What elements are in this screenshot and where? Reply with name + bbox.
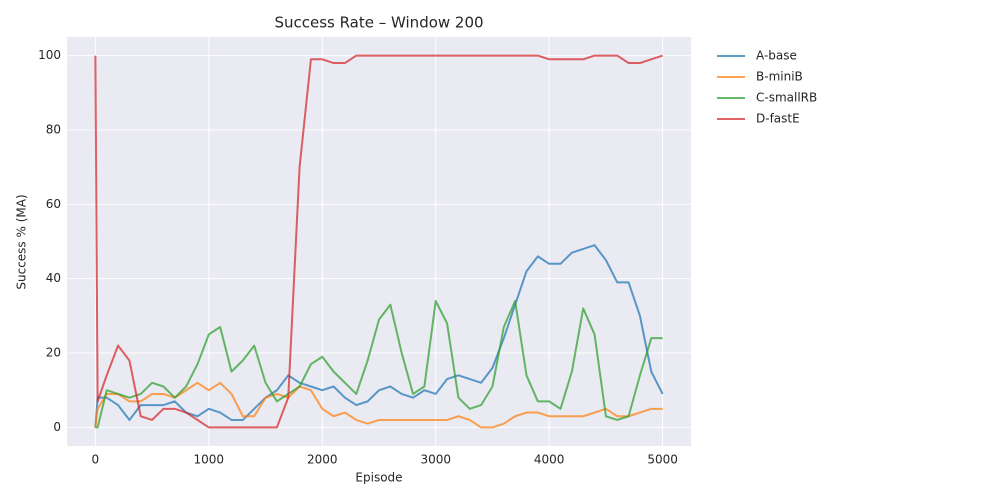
series-line — [94, 54, 663, 429]
legend-label: A-base — [756, 49, 797, 63]
x-axis-label: Episode — [355, 471, 402, 485]
x-tick-label: 4000 — [534, 453, 565, 467]
y-tick-label: 60 — [46, 197, 61, 211]
series-line — [95, 299, 663, 429]
x-tick-label: 0 — [92, 453, 100, 467]
y-tick-label: 100 — [38, 48, 61, 62]
chart-title: Success Rate – Window 200 — [274, 14, 483, 32]
legend-label: B-miniB — [756, 70, 803, 84]
x-tick-label: 3000 — [420, 453, 451, 467]
plot-area — [67, 37, 691, 446]
y-tick-label: 0 — [53, 420, 61, 434]
x-tick-label: 2000 — [307, 453, 338, 467]
series-line — [94, 381, 663, 429]
y-tick-label: 40 — [46, 271, 61, 285]
series-line — [94, 244, 664, 428]
x-tick-label: 1000 — [194, 453, 225, 467]
x-tick-label: 5000 — [647, 453, 678, 467]
legend-label: D-fastE — [756, 112, 800, 126]
y-axis-label: Success % (MA) — [15, 194, 29, 289]
y-tick-label: 80 — [46, 122, 61, 136]
y-tick-label: 20 — [46, 346, 61, 360]
legend-label: C-smallRB — [756, 91, 817, 105]
